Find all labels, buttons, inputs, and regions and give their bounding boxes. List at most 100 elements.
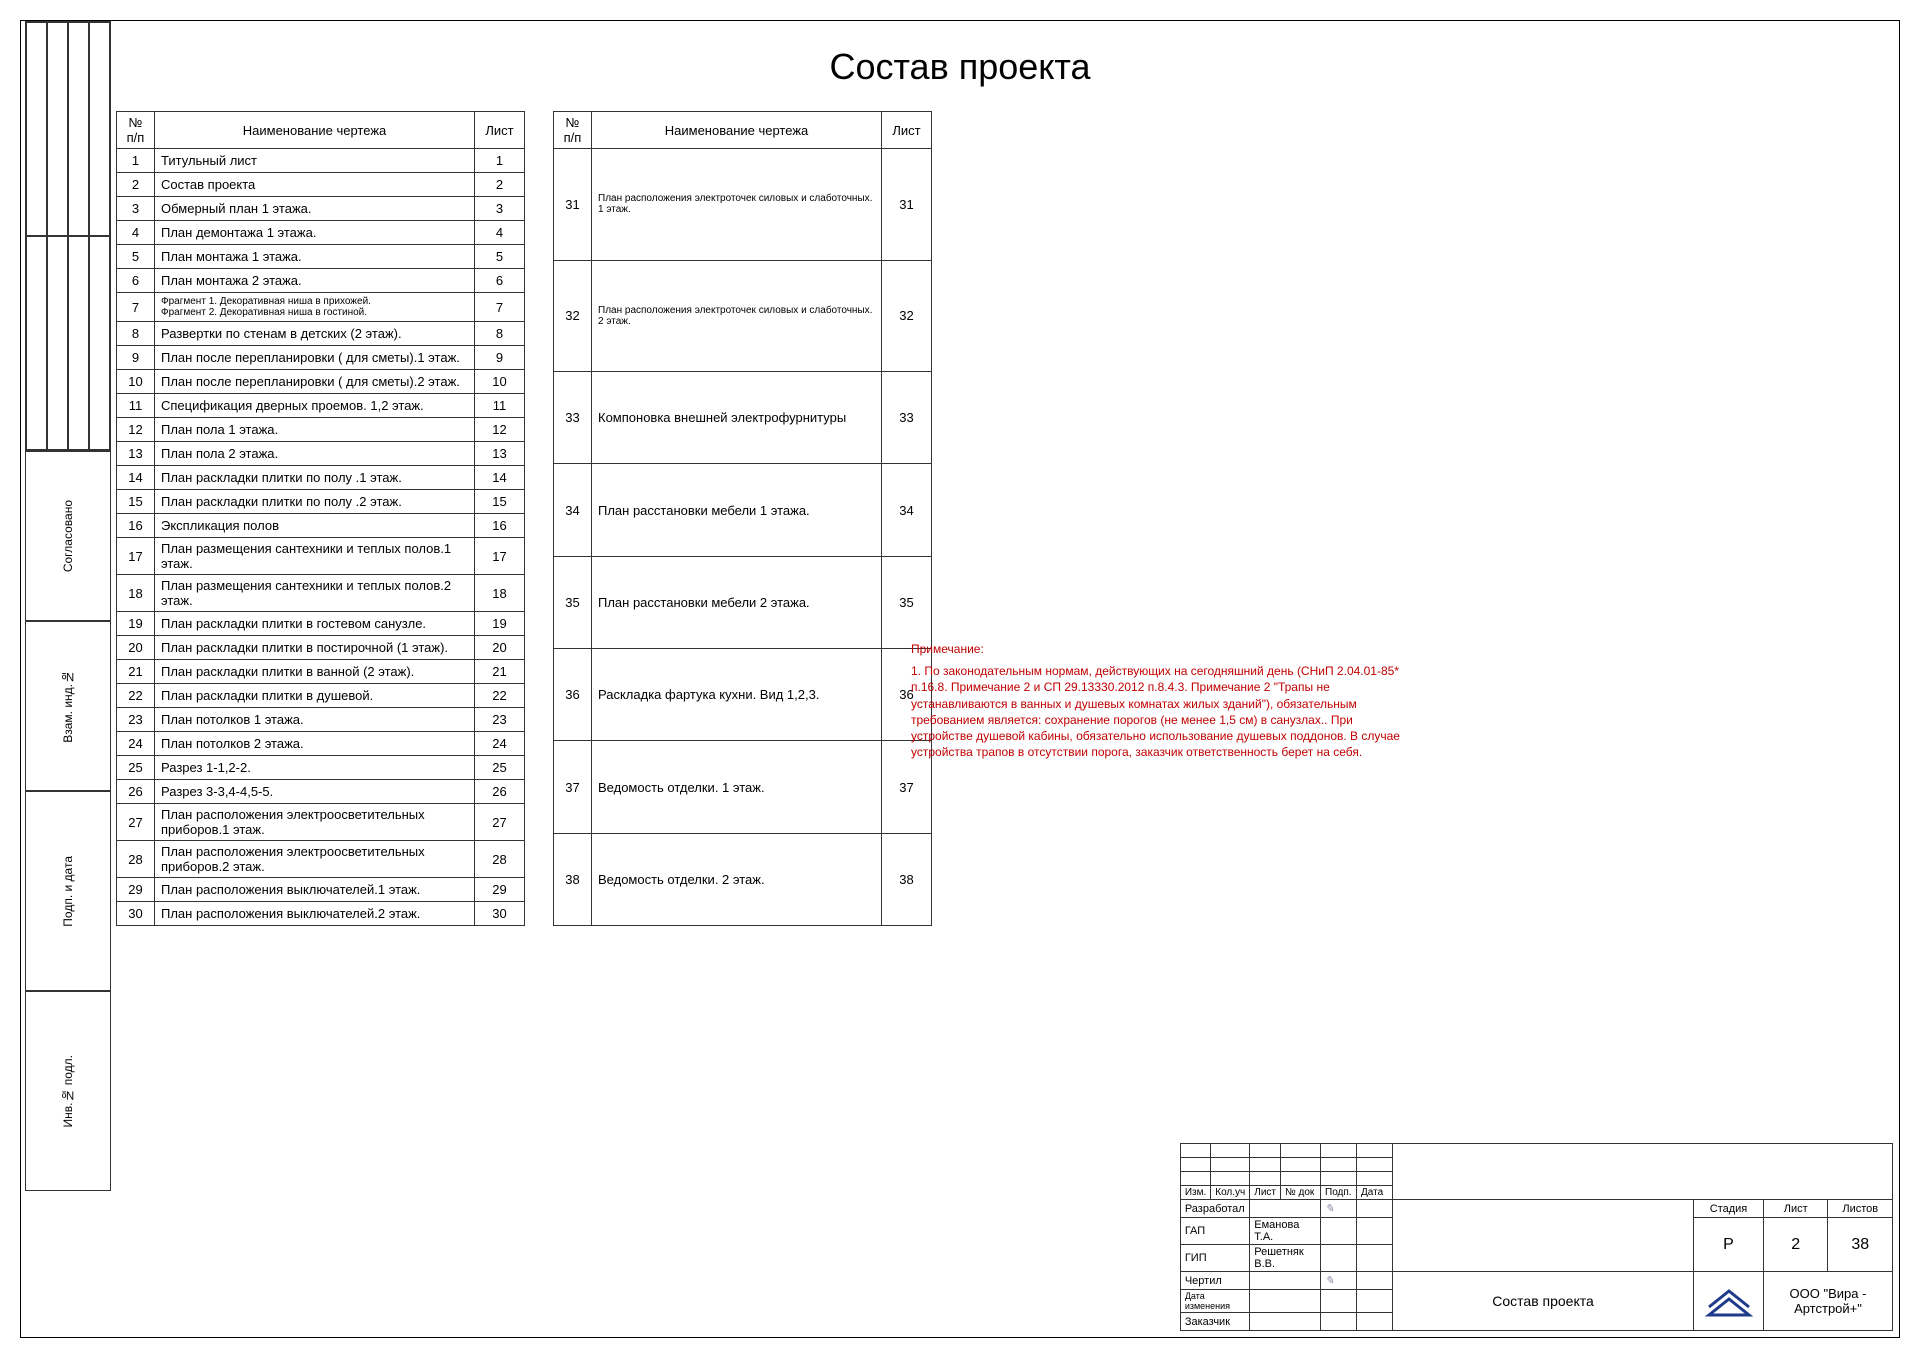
role: Разработал (1180, 1200, 1249, 1218)
cell-name: План размещения сантехники и теплых поло… (155, 575, 475, 612)
note-body: 1. По законодательным нормам, действующи… (911, 663, 1411, 760)
cell-sheet: 22 (475, 684, 525, 708)
cell-num: 27 (117, 804, 155, 841)
cell-num: 4 (117, 221, 155, 245)
cell-name: План расположения выключателей.2 этаж. (155, 902, 475, 926)
role: Заказчик (1180, 1313, 1249, 1331)
cell-name: Развертки по стенам в детских (2 этаж). (155, 322, 475, 346)
sheets-lbl: Листов (1828, 1200, 1893, 1218)
cell-sheet: 12 (475, 418, 525, 442)
role: Дата изменения (1180, 1290, 1249, 1313)
cell-sheet: 13 (475, 442, 525, 466)
cell-name: План расстановки мебели 2 этажа. (592, 556, 882, 648)
cell-name: План пола 2 этажа. (155, 442, 475, 466)
note-block: Примечание: 1. По законодательным нормам… (911, 641, 1411, 760)
cell-sheet: 30 (475, 902, 525, 926)
cell-name: План расстановки мебели 1 этажа. (592, 464, 882, 556)
table-row: 4План демонтажа 1 этажа.4 (117, 221, 525, 245)
table-row: 18План размещения сантехники и теплых по… (117, 575, 525, 612)
cell-sheet: 4 (475, 221, 525, 245)
table-row: 32План расположения электроточек силовых… (554, 260, 932, 372)
cell-num: 3 (117, 197, 155, 221)
cell-name: План потолков 1 этажа. (155, 708, 475, 732)
cell-num: 10 (117, 370, 155, 394)
cell-num: 6 (117, 269, 155, 293)
table-row: 29План расположения выключателей.1 этаж.… (117, 878, 525, 902)
cell-sheet: 38 (882, 833, 932, 925)
table-row: 3Обмерный план 1 этажа.3 (117, 197, 525, 221)
cell-sheet: 21 (475, 660, 525, 684)
cell-name: План расположения электроосветительных п… (155, 841, 475, 878)
table-row: 17План размещения сантехники и теплых по… (117, 538, 525, 575)
cell-name: План раскладки плитки по полу .1 этаж. (155, 466, 475, 490)
table-row: 25Разрез 1-1,2-2.25 (117, 756, 525, 780)
cell-name: План размещения сантехники и теплых поло… (155, 538, 475, 575)
table-row: 38Ведомость отделки. 2 этаж.38 (554, 833, 932, 925)
cell-num: 28 (117, 841, 155, 878)
cell-num: 31 (554, 149, 592, 261)
cell-num: 33 (554, 372, 592, 464)
stage-lbl: Стадия (1694, 1200, 1764, 1218)
page-title: Состав проекта (21, 46, 1899, 88)
role-name: Решетняк В.В. (1250, 1245, 1321, 1272)
rev-hdr: Подп. (1321, 1186, 1357, 1200)
cell-sheet: 14 (475, 466, 525, 490)
role: ГАП (1180, 1218, 1249, 1245)
table-row: 10План после перепланировки ( для сметы)… (117, 370, 525, 394)
rev-hdr: Кол.уч (1211, 1186, 1250, 1200)
contents-table-2: № п/п Наименование чертежа Лист 31План р… (553, 111, 932, 926)
cell-sheet: 32 (882, 260, 932, 372)
cell-sheet: 16 (475, 514, 525, 538)
contents-table-1: № п/п Наименование чертежа Лист 1Титульн… (116, 111, 525, 926)
title-block: Изм. Кол.уч Лист № док Подп. Дата Разраб… (1180, 1143, 1893, 1331)
cell-num: 35 (554, 556, 592, 648)
cell-name: План раскладки плитки в душевой. (155, 684, 475, 708)
table-row: 31План расположения электроточек силовых… (554, 149, 932, 261)
cell-name: План после перепланировки ( для сметы).1… (155, 346, 475, 370)
table-row: 33Компоновка внешней электрофурнитуры33 (554, 372, 932, 464)
role-sign: ✎ (1321, 1272, 1357, 1290)
table-row: 12План пола 1 этажа.12 (117, 418, 525, 442)
cell-num: 8 (117, 322, 155, 346)
cell-num: 20 (117, 636, 155, 660)
th-sheet: Лист (475, 112, 525, 149)
cell-sheet: 23 (475, 708, 525, 732)
cell-num: 18 (117, 575, 155, 612)
cell-num: 29 (117, 878, 155, 902)
cell-num: 13 (117, 442, 155, 466)
cell-name: Фрагмент 1. Декоративная ниша в прихожей… (155, 293, 475, 322)
role-sign: ✎ (1321, 1200, 1357, 1218)
cell-num: 34 (554, 464, 592, 556)
cell-num: 12 (117, 418, 155, 442)
table-row: 1Титульный лист1 (117, 149, 525, 173)
cell-name: План монтажа 1 этажа. (155, 245, 475, 269)
table-row: 6План монтажа 2 этажа.6 (117, 269, 525, 293)
cell-name: Раскладка фартука кухни. Вид 1,2,3. (592, 649, 882, 741)
cell-name: Титульный лист (155, 149, 475, 173)
cell-sheet: 6 (475, 269, 525, 293)
table-row: 7Фрагмент 1. Декоративная ниша в прихоже… (117, 293, 525, 322)
table-row: 9План после перепланировки ( для сметы).… (117, 346, 525, 370)
table-row: 8Развертки по стенам в детских (2 этаж).… (117, 322, 525, 346)
cell-sheet: 28 (475, 841, 525, 878)
table-row: 35План расстановки мебели 2 этажа.35 (554, 556, 932, 648)
cell-name: План расположения электроточек силовых и… (592, 149, 882, 261)
cell-num: 24 (117, 732, 155, 756)
cell-sheet: 10 (475, 370, 525, 394)
cell-sheet: 20 (475, 636, 525, 660)
table-row: 19План раскладки плитки в гостевом сануз… (117, 612, 525, 636)
cell-sheet: 17 (475, 538, 525, 575)
cell-num: 19 (117, 612, 155, 636)
cell-num: 21 (117, 660, 155, 684)
rev-hdr: Дата (1357, 1186, 1393, 1200)
cell-sheet: 27 (475, 804, 525, 841)
role: Чертил (1180, 1272, 1249, 1290)
cell-name: План раскладки плитки в гостевом санузле… (155, 612, 475, 636)
th-name: Наименование чертежа (592, 112, 882, 149)
cell-num: 30 (117, 902, 155, 926)
table-row: 2Состав проекта2 (117, 173, 525, 197)
table-row: 37Ведомость отделки. 1 этаж.37 (554, 741, 932, 833)
cell-sheet: 8 (475, 322, 525, 346)
cell-num: 38 (554, 833, 592, 925)
cell-num: 5 (117, 245, 155, 269)
